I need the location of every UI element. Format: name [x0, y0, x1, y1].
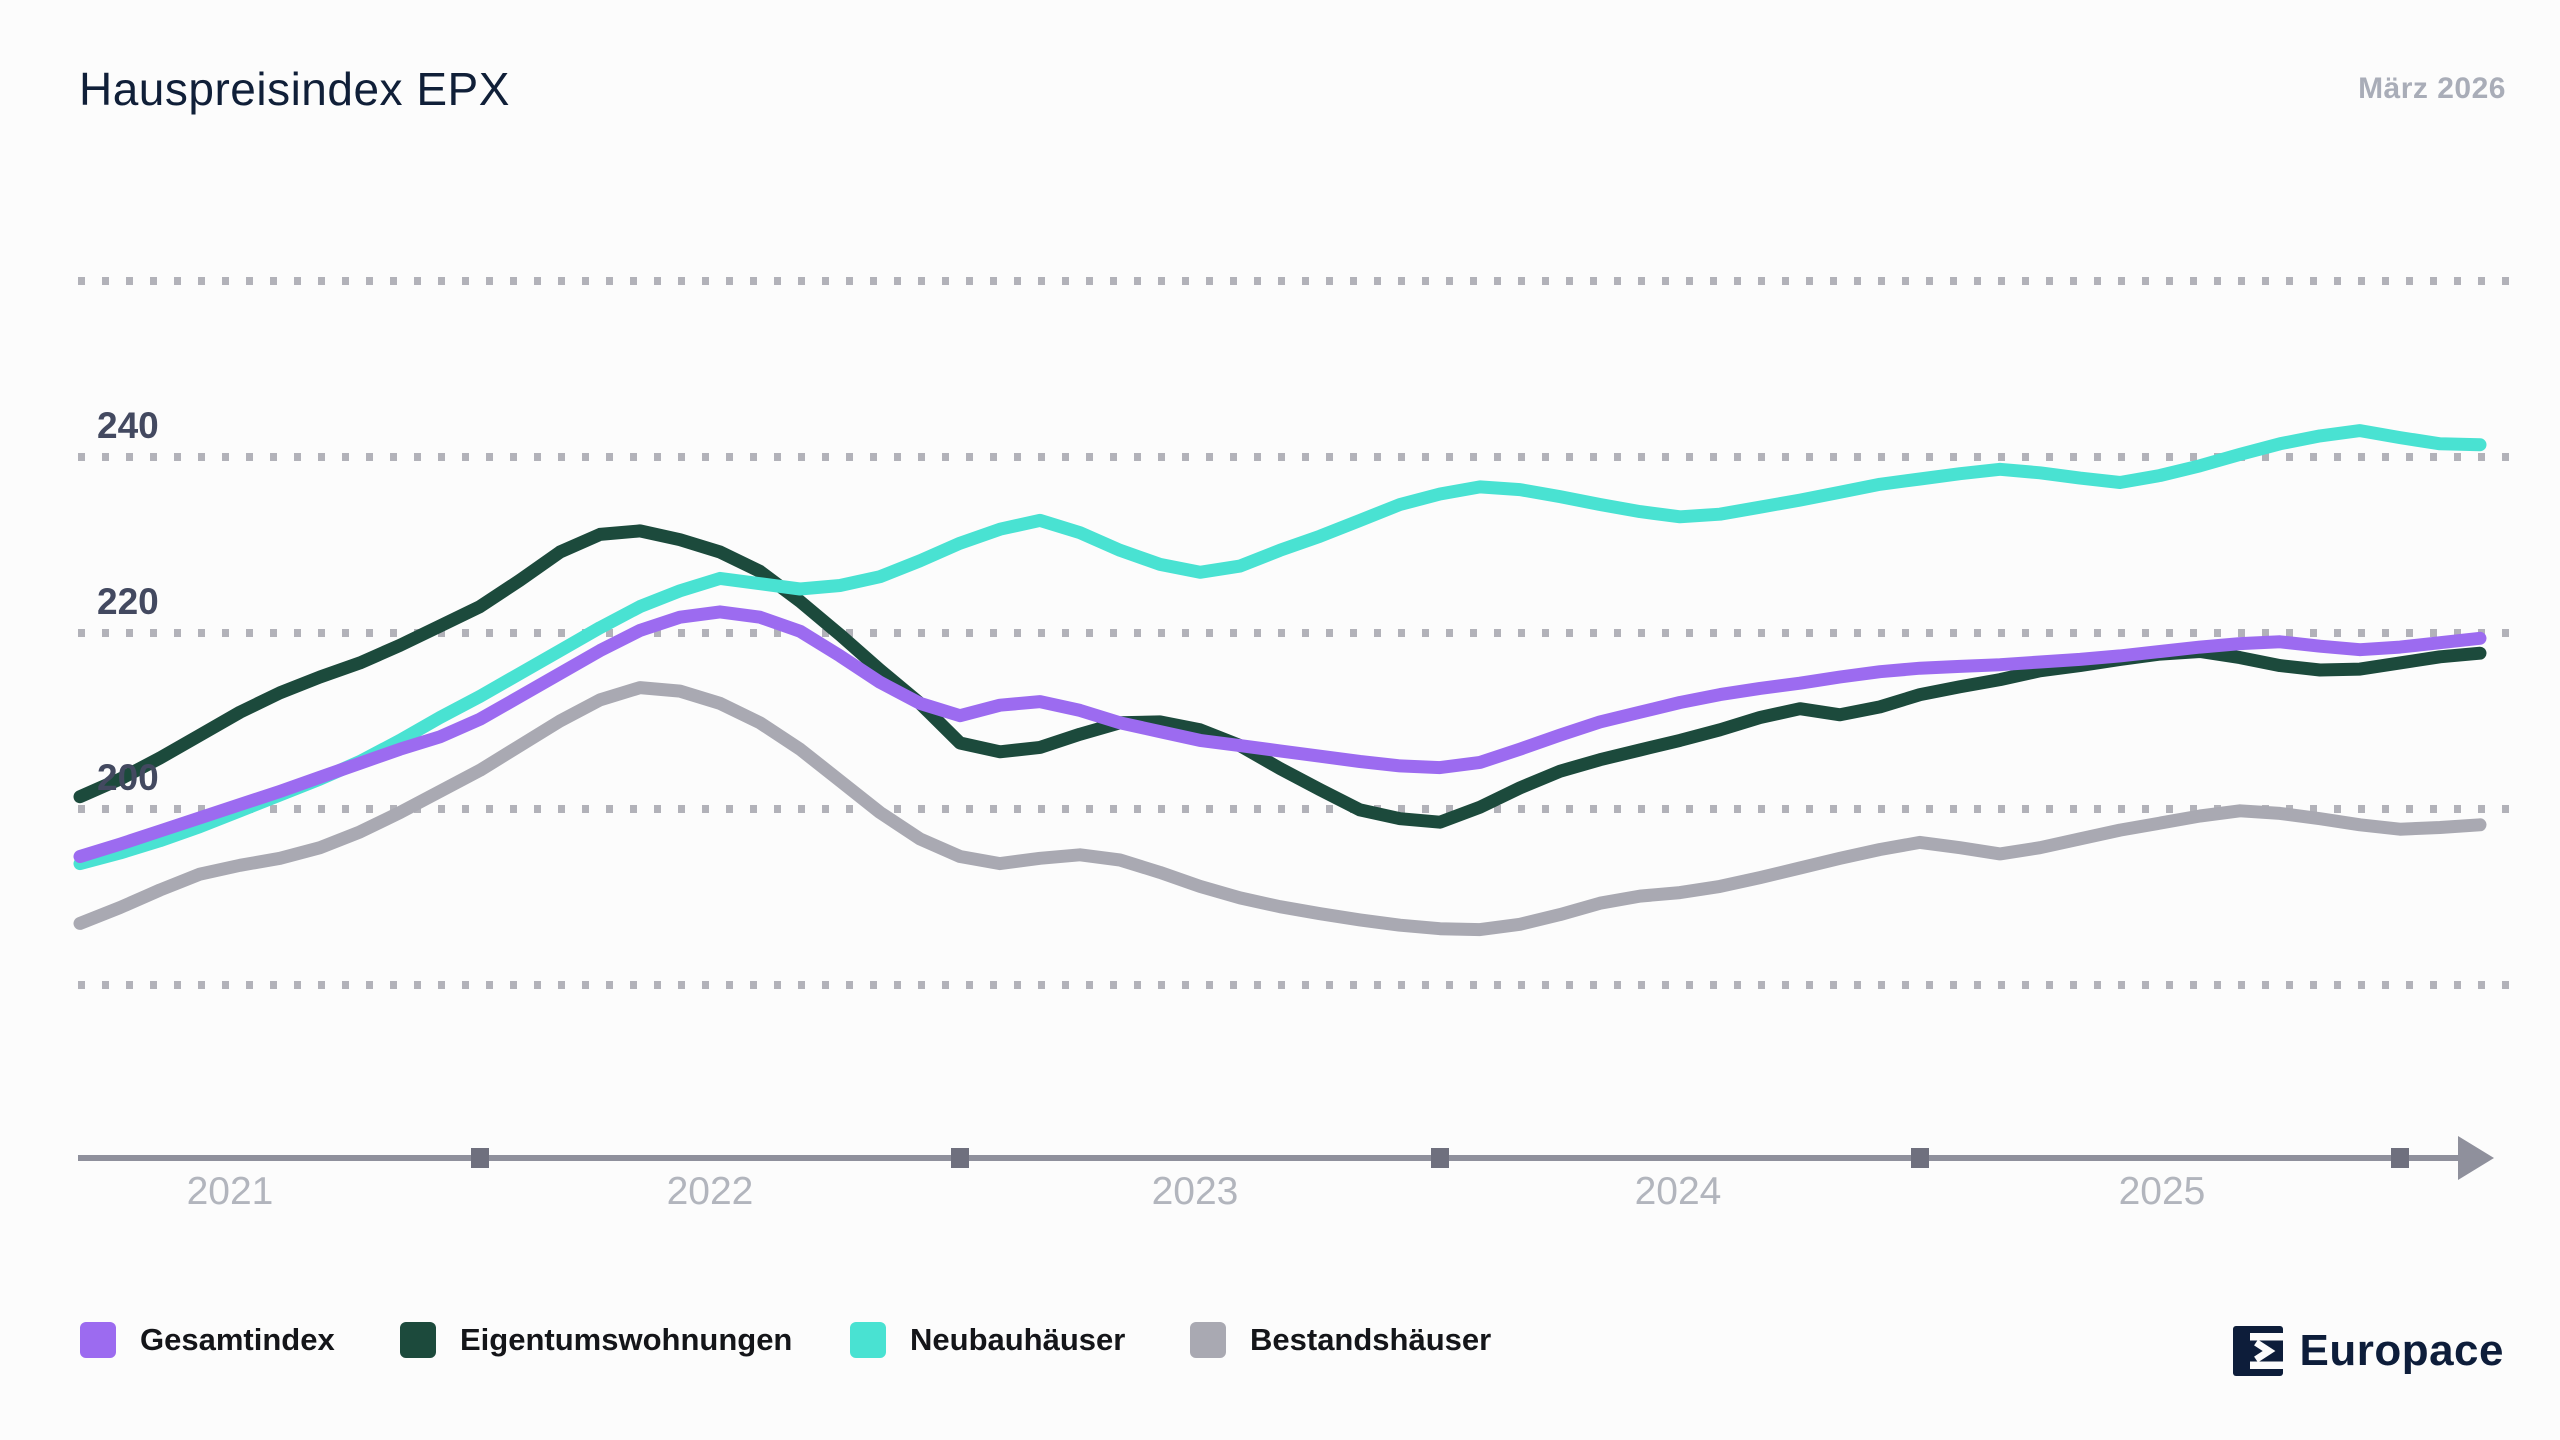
- report-date-label: März 2026: [2358, 72, 2506, 105]
- gridline-220: [78, 629, 2512, 637]
- x-axis-label-2022: 2022: [666, 1170, 754, 1213]
- x-axis-arrow-icon: [2458, 1136, 2494, 1180]
- x-axis-label-2025: 2025: [2118, 1170, 2206, 1213]
- x-axis-tick: [1911, 1148, 1929, 1168]
- eigentumswohnungen-swatch-icon: [400, 1322, 436, 1358]
- x-axis-tick: [951, 1148, 969, 1168]
- line-neubauhaeuser: [73, 424, 2487, 871]
- y-axis-label-220: 220: [97, 581, 159, 622]
- legend-label: Eigentumswohnungen: [460, 1322, 793, 1357]
- x-axis-label-2024: 2024: [1634, 1170, 1722, 1213]
- gesamtindex-swatch-icon: [80, 1322, 116, 1358]
- europace-logo-icon: [2233, 1326, 2284, 1376]
- legend-label: Neubauhäuser: [910, 1322, 1126, 1357]
- neubauhaeuser-swatch-icon: [850, 1322, 886, 1358]
- legend-label: Bestandshäuser: [1250, 1322, 1492, 1357]
- legend-item-eigentumswohnungen: Eigentumswohnungen: [400, 1318, 792, 1362]
- gridline-240: [78, 453, 2512, 461]
- gridline-180: [78, 981, 2512, 989]
- bestandshaeuser-swatch-icon: [1190, 1322, 1226, 1358]
- legend-item-bestandshaeuser: Bestandshäuser: [1190, 1318, 1491, 1362]
- line-gesamtindex: [73, 605, 2487, 863]
- line-bestandshaeuser: [73, 681, 2487, 937]
- x-axis-ticks: [471, 1148, 2409, 1168]
- y-axis-label-200: 200: [97, 757, 159, 798]
- legend: Gesamtindex Eigentumswohnungen Neubauhäu…: [0, 1318, 2560, 1378]
- y-axis-label-240: 240: [97, 405, 159, 446]
- x-axis-tick: [2391, 1148, 2409, 1168]
- europace-logo-text: Europace: [2299, 1326, 2504, 1375]
- page-title: Hauspreisindex EPX: [79, 63, 510, 115]
- gridline-260: [78, 277, 2512, 285]
- legend-item-gesamtindex: Gesamtindex: [80, 1318, 335, 1362]
- x-axis-label-2023: 2023: [1151, 1170, 1239, 1213]
- x-axis-label-2021: 2021: [186, 1170, 274, 1213]
- legend-item-neubauhaeuser: Neubauhäuser: [850, 1318, 1125, 1362]
- x-axis-tick: [1431, 1148, 1449, 1168]
- x-axis: [78, 1136, 2494, 1180]
- gridline-200: [78, 805, 2512, 813]
- legend-label: Gesamtindex: [140, 1322, 335, 1357]
- x-axis-tick: [471, 1148, 489, 1168]
- europace-logo: Europace: [2233, 1326, 2504, 1376]
- line-eigentumswohnungen: [73, 524, 2487, 829]
